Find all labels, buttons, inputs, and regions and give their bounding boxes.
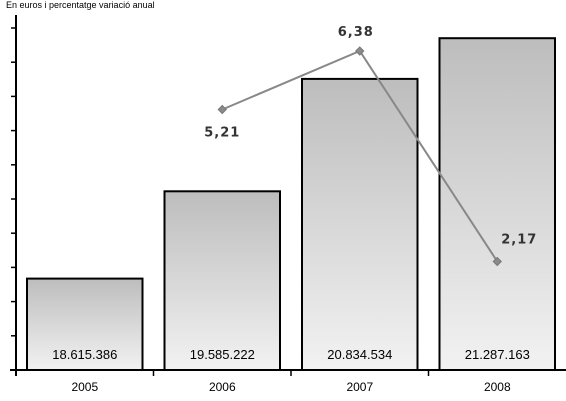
bar-value-label-2005: 18.615.386 [52, 347, 117, 362]
label-layer: 18.615.386 19.585.222 20.834.534 21.287.163… [52, 25, 537, 362]
bar-2007 [301, 77, 419, 372]
line-value-label-2007: 6,38 [338, 25, 374, 40]
bar-2005 [26, 277, 144, 372]
x-tick-label-2006: 2006 [209, 380, 236, 394]
line-layer [217, 46, 502, 267]
line-point-2008 [492, 256, 502, 267]
chart-subtitle: En euros i percentatge variació anual [6, 0, 155, 10]
x-tick-label-2008: 2008 [484, 380, 511, 394]
bar-2006 [163, 190, 281, 371]
line-value-label-2008: 2,17 [501, 233, 537, 248]
bar-value-label-2006: 19.585.222 [190, 347, 255, 362]
line-point-2007 [355, 46, 365, 56]
line-point-2006 [217, 104, 227, 115]
bar-value-label-2008: 21.287.163 [465, 347, 530, 362]
bar-value-label-2007: 20.834.534 [327, 347, 392, 362]
x-tick-label-2007: 2007 [346, 380, 373, 394]
bar-layer [26, 37, 556, 372]
x-tick-label-2005: 2005 [71, 380, 98, 394]
bar-2008 [438, 37, 556, 371]
line-value-label-2006: 5,21 [204, 126, 240, 141]
